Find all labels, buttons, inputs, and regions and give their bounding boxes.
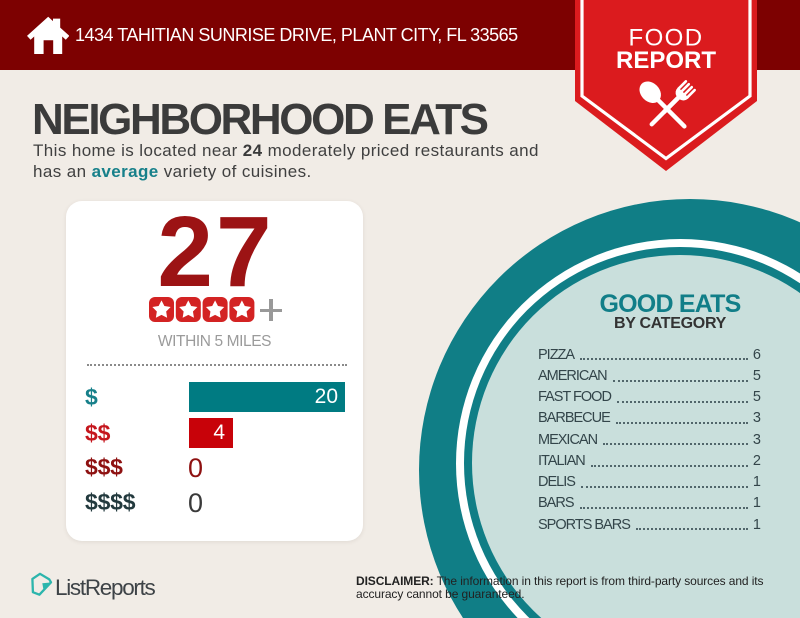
svg-text:FOOD: FOOD bbox=[629, 24, 704, 51]
svg-text:REPORT: REPORT bbox=[616, 47, 716, 74]
